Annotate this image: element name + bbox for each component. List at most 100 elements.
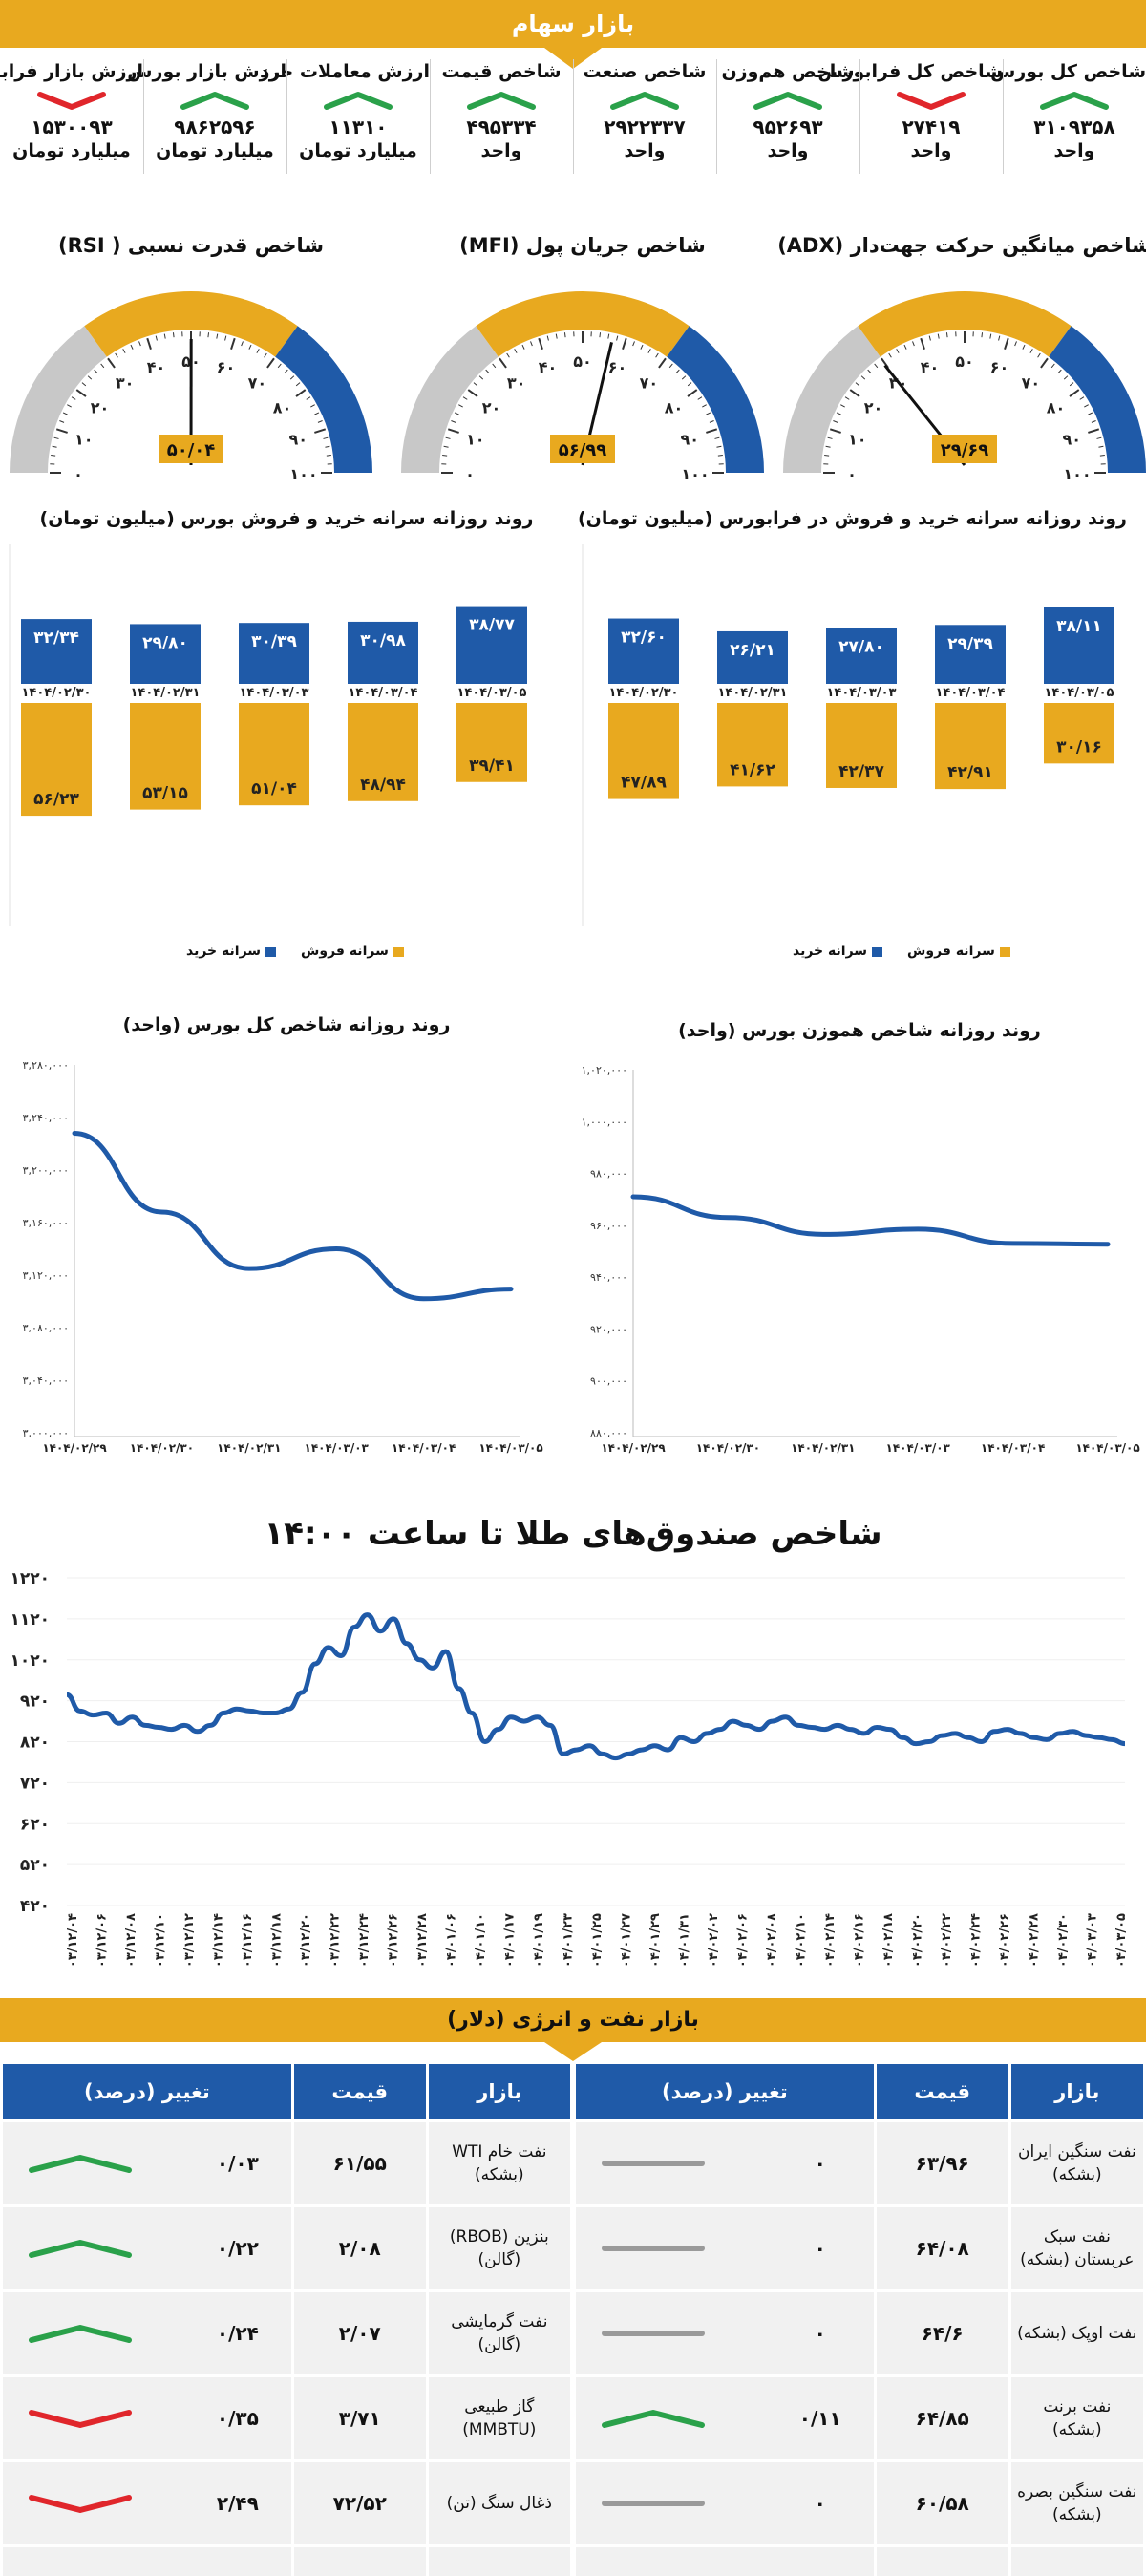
gauge-tick — [860, 375, 866, 380]
gold-chart-title: شاخص صندوق‌های طلا تا ساعت ۱۴:۰۰ — [264, 1515, 882, 1553]
change-wrap: ۰/۳۵ — [3, 2407, 291, 2430]
gauge-band-high — [1049, 326, 1146, 473]
gauge-tick — [521, 344, 525, 350]
sell-bar — [130, 703, 201, 810]
x-tick-label: ۱۴۰۴/۰۲/۱۸ — [881, 1913, 896, 1968]
x-tick-label: ۱۴۰۴/۰۲/۳۰ — [1056, 1913, 1071, 1968]
trend-up-icon — [1040, 92, 1109, 110]
sell-bar-label: ۴۲/۹۱ — [947, 763, 993, 782]
y-tick-label: ۸۸۰,۰۰۰ — [590, 1427, 627, 1439]
gauge-value-box — [932, 435, 997, 463]
index-card: شاخص کل فرابورس ۲۷۴۱۹ واحد — [817, 55, 1003, 189]
gauge-tick-label: ۲۰ — [864, 399, 883, 417]
gauge-tick — [675, 369, 680, 374]
gauge-tick — [1029, 349, 1033, 353]
buy-bar-label: ۲۶/۲۱ — [730, 641, 775, 660]
market-price: ۶۴/۸۵ — [876, 2377, 1008, 2459]
x-tick-label: ۱۴۰۳/۱۲/۲۲ — [329, 1913, 343, 1968]
market-change: ۰ — [814, 2152, 826, 2175]
buy-bar — [21, 619, 92, 684]
market-change-cell: ۰ — [576, 2207, 874, 2289]
gauge-tick — [138, 341, 141, 347]
col-price: قیمت — [293, 2064, 426, 2119]
gauge-tick — [248, 344, 252, 350]
gauge-value: ۲۹/۶۹ — [941, 440, 989, 460]
gauge-tick — [485, 369, 490, 374]
index-value: ۳۱۰۹۳۵۸ — [1033, 116, 1115, 138]
change-wrap: ۰ — [576, 2492, 874, 2515]
bar-date-label: ۱۴۰۴/۰۲/۳۱ — [718, 686, 788, 700]
gauge-tick — [546, 335, 549, 341]
index-title: شاخص کل فرابورس — [817, 61, 1003, 82]
index-unit: میلیارد تومان — [12, 140, 131, 161]
x-tick-label: ۱۴۰۳/۱۲/۱۴ — [212, 1913, 226, 1968]
x-tick-label: ۱۴۰۴/۰۳/۰۵ — [478, 1441, 542, 1455]
trend-down-icon — [29, 2495, 132, 2513]
market-name: گاز طبیعی (MMBTU) — [428, 2377, 570, 2459]
gauge-tick-label: ۳۰ — [507, 374, 526, 393]
gauge-tick — [874, 363, 879, 369]
market-change-cell: ۰ — [3, 2547, 291, 2576]
gauge-tick — [1084, 404, 1089, 408]
index-unit: میلیارد تومان — [156, 140, 274, 161]
x-tick-label: ۱۴۰۴/۰۳/۰۳ — [305, 1441, 370, 1455]
gauge-tick — [492, 363, 497, 369]
market-price: ۶۱/۵۵ — [293, 2122, 426, 2204]
sell-bar-label: ۵۱/۰۴ — [251, 779, 297, 798]
x-tick-label: ۱۴۰۴/۰۲/۲۴ — [969, 1913, 984, 1968]
index-value: ۹۵۲۶۹۳ — [753, 116, 823, 138]
market-change: ۲/۴۹ — [216, 2492, 259, 2515]
gold-line — [66, 1612, 1126, 1761]
gauge-tick — [632, 341, 635, 347]
x-tick-label: ۱۴۰۴/۰۲/۳۰ — [130, 1441, 194, 1455]
y-tick-label: ۹۴۰,۰۰۰ — [590, 1271, 627, 1284]
trend-up-icon — [753, 92, 822, 110]
gauge-tick — [445, 436, 451, 439]
y-tick-label: ۳,۲۰۰,۰۰۰ — [23, 1164, 69, 1177]
market-price: ۶۳/۹۶ — [876, 2122, 1008, 2204]
energy-table-left: بازار قیمت تغییر (درصد) نفت خام WTI (بشک… — [0, 2061, 573, 2576]
x-tick-label: ۱۴۰۴/۰۲/۲۲ — [940, 1913, 954, 1968]
bar-date-label: ۱۴۰۴/۰۲/۳۱ — [131, 686, 201, 700]
trend-up-icon — [29, 2240, 132, 2258]
x-tick-label: ۱۴۰۴/۰۱/۱۷ — [503, 1913, 518, 1968]
x-tick-label: ۱۴۰۴/۰۲/۲۰ — [911, 1913, 925, 1968]
gauge-tick — [100, 363, 105, 369]
buy-bar — [239, 623, 309, 684]
table-row: بنزین (RBOB) (گالن) ۲/۰۸ ۰/۲۲ — [3, 2207, 570, 2289]
gauge-tick — [55, 428, 68, 434]
gauge-tick — [928, 335, 931, 341]
x-tick-label: ۱۴۰۴/۰۳/۰۴ — [981, 1441, 1045, 1455]
gauge-tick — [836, 412, 841, 415]
legend-buy-swatch — [872, 946, 883, 957]
index-title: شاخص قیمت — [441, 61, 562, 82]
market-change-cell: ۰ — [576, 2292, 874, 2374]
index-value: ۱۵۳۰۰۹۳ — [31, 116, 113, 138]
gauge-tick — [855, 382, 860, 387]
gauge-tick — [687, 382, 692, 387]
gauge-title: شاخص میانگین حرکت جهت‌دار (ADX) — [777, 234, 1146, 257]
gauge-tick — [71, 396, 76, 400]
index-value: ۴۹۵۳۳۴ — [466, 116, 537, 138]
index-value: ۲۹۲۲۳۳۷ — [604, 116, 686, 138]
legend-sell-label: سرانه فروش — [301, 944, 389, 959]
x-tick-label: ۱۴۰۳/۱۲/۱۲ — [182, 1913, 197, 1968]
trend-down-icon — [897, 92, 966, 110]
x-tick-label: ۱۴۰۴/۰۲/۳۱ — [791, 1441, 855, 1455]
gauge-tick — [827, 436, 833, 439]
sell-bar — [1044, 703, 1114, 764]
trend-up-icon — [29, 2155, 132, 2173]
gauge-tick-label: ۱۰۰ — [289, 465, 317, 483]
gauge-title: شاخص قدرت نسبی ( RSI) — [57, 234, 325, 257]
x-tick-label: ۱۴۰۴/۰۱/۱۰ — [474, 1913, 488, 1968]
market-name: بنزین (RBOB) (گالن) — [428, 2207, 570, 2289]
gauge-tick — [989, 333, 992, 339]
gauge-tick-label: ۶۰ — [990, 358, 1009, 376]
buy-bar — [130, 624, 201, 684]
index-title: شاخص صنعت — [583, 61, 707, 82]
market-change: ۰ — [814, 2322, 826, 2345]
gauge-tick-label: ۹۰ — [288, 431, 308, 449]
x-tick-label: ۱۴۰۴/۰۳/۰۳ — [886, 1441, 951, 1455]
buy-bar — [717, 630, 788, 684]
x-tick-label: ۱۴۰۳/۱۲/۱۰ — [154, 1913, 168, 1968]
